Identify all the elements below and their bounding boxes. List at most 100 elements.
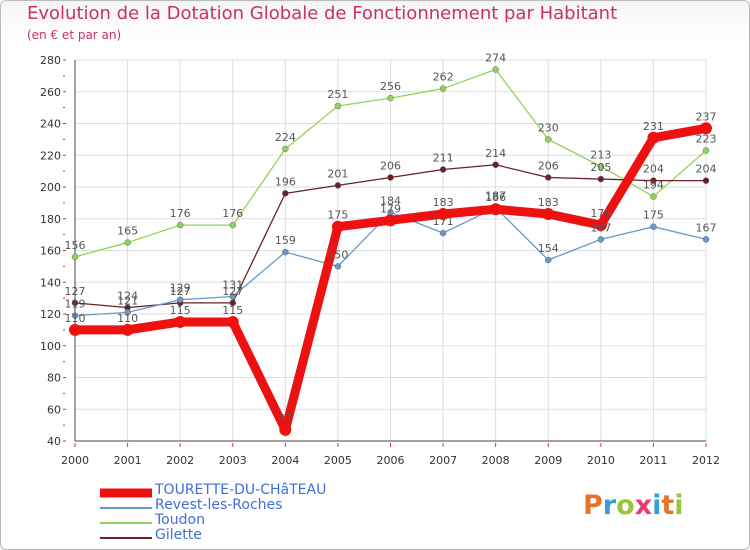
data-label: 121	[117, 294, 138, 307]
y-tick-label: 260	[40, 86, 61, 99]
y-tick-label: 160	[40, 245, 61, 258]
data-label: 124	[117, 290, 138, 303]
legend-swatch-revest	[100, 507, 152, 509]
data-point	[597, 163, 605, 170]
chart-subtitle: (en € et par an)	[27, 28, 122, 42]
data-label: 176	[590, 207, 611, 220]
data-label: 213	[590, 148, 611, 161]
legend-swatch-gilette	[100, 537, 152, 539]
data-label: 127	[222, 285, 243, 298]
x-tick-label: 2012	[692, 454, 720, 467]
data-label: 175	[327, 209, 348, 222]
x-tick-label: 2002	[166, 454, 194, 467]
y-tick-label: 100	[40, 340, 61, 353]
data-label: 150	[327, 248, 348, 261]
data-point	[650, 177, 657, 184]
data-point	[545, 136, 552, 143]
data-label: 167	[590, 221, 611, 234]
x-tick-label: 2000	[61, 454, 89, 467]
data-point	[121, 323, 134, 336]
data-point	[229, 221, 236, 229]
data-label: 223	[696, 132, 717, 145]
x-tick-label: 2007	[429, 454, 457, 467]
data-label: 167	[696, 221, 717, 234]
data-label: 115	[222, 304, 243, 317]
data-label: 205	[590, 161, 611, 174]
legend-label-tourette: TOURETTE-DU-CHâTEAU	[155, 482, 327, 498]
y-tick-label: 60	[47, 403, 61, 416]
data-label: 119	[65, 298, 86, 311]
data-label: 224	[275, 131, 296, 144]
data-label: 204	[643, 163, 664, 176]
data-point	[282, 190, 289, 197]
x-tick-label: 2005	[324, 454, 352, 467]
x-tick-label: 2009	[534, 454, 562, 467]
legend-label-revest: Revest-les-Roches	[155, 497, 283, 513]
data-point	[650, 223, 657, 230]
data-point	[174, 315, 187, 328]
data-point	[489, 203, 502, 216]
data-point	[71, 312, 79, 319]
data-label: 159	[275, 234, 296, 247]
y-tick-label: 120	[40, 308, 61, 321]
data-point	[279, 423, 292, 436]
data-label: 214	[485, 147, 506, 160]
data-label: 194	[643, 179, 664, 192]
legend-label-gilette: Gilette	[155, 527, 202, 543]
data-point	[124, 309, 131, 316]
data-point	[384, 214, 397, 227]
logo-letter: x	[634, 490, 653, 521]
data-point	[334, 182, 342, 189]
data-label: 176	[222, 207, 243, 220]
y-tick-label: 180	[40, 213, 61, 226]
data-label: 186	[485, 191, 506, 204]
data-label: 196	[275, 175, 296, 188]
data-point	[334, 263, 342, 270]
data-label: 175	[643, 209, 664, 222]
data-point	[597, 175, 605, 183]
data-point	[647, 131, 660, 144]
legend-swatch-toudon	[100, 522, 152, 524]
logo-letter: o	[616, 490, 635, 521]
data-label: 183	[538, 196, 559, 209]
data-label: 201	[327, 167, 348, 180]
x-tick-label: 2010	[587, 454, 615, 467]
data-label: 187	[485, 190, 506, 203]
data-point	[71, 253, 79, 261]
chart-title: Evolution de la Dotation Globale de Fonc…	[27, 3, 618, 24]
data-point	[437, 207, 450, 220]
data-point	[387, 94, 394, 102]
data-point	[387, 174, 394, 181]
data-point	[176, 296, 184, 303]
logo-letter: r	[602, 490, 617, 521]
data-label: 237	[696, 110, 717, 123]
data-label: 165	[117, 225, 138, 238]
y-tick-label: 200	[40, 181, 61, 194]
data-point	[439, 85, 447, 92]
data-point	[282, 248, 289, 256]
data-point	[176, 221, 184, 229]
data-label: 115	[170, 304, 191, 317]
logo-letter: i	[674, 490, 684, 521]
data-point	[439, 166, 447, 173]
y-tick-label: 280	[40, 54, 61, 67]
data-point	[331, 220, 344, 233]
data-point	[597, 236, 605, 243]
data-label: 206	[538, 159, 559, 172]
data-point	[702, 236, 710, 243]
data-label: 127	[170, 285, 191, 298]
data-label: 131	[222, 279, 243, 292]
data-label: 184	[380, 194, 401, 207]
data-point	[334, 102, 342, 110]
data-label: 230	[538, 121, 559, 134]
data-point	[545, 256, 552, 264]
data-point	[71, 299, 79, 307]
data-point	[439, 229, 447, 237]
data-label: 211	[433, 152, 454, 165]
x-tick-label: 2003	[219, 454, 247, 467]
data-point	[492, 66, 499, 73]
data-point	[700, 122, 712, 135]
data-point	[69, 323, 81, 336]
data-point	[594, 219, 607, 232]
